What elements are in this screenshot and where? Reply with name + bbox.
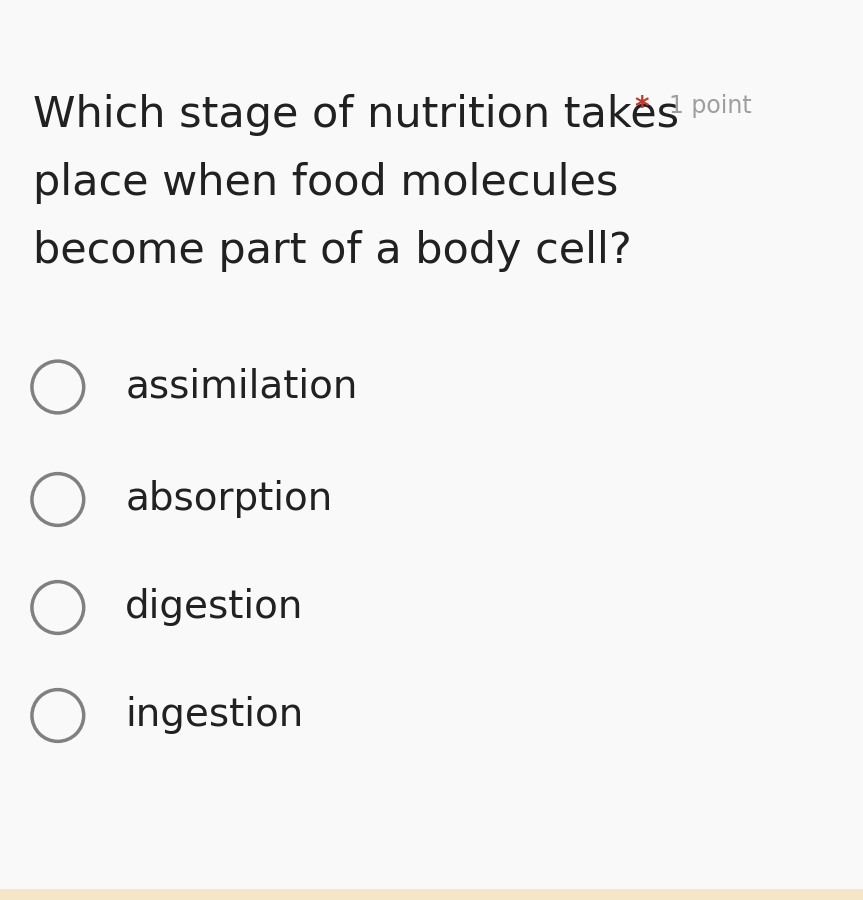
Text: Which stage of nutrition takes: Which stage of nutrition takes (33, 94, 679, 137)
Bar (0, 889, 863, 900)
Text: *: * (634, 94, 649, 122)
Ellipse shape (32, 473, 84, 526)
Ellipse shape (32, 689, 84, 742)
Ellipse shape (32, 361, 84, 413)
Text: ingestion: ingestion (125, 697, 304, 734)
Text: place when food molecules: place when food molecules (33, 162, 618, 204)
Text: digestion: digestion (125, 589, 304, 626)
Text: 1 point: 1 point (669, 94, 752, 119)
Text: assimilation: assimilation (125, 368, 357, 406)
Ellipse shape (32, 581, 84, 634)
Text: become part of a body cell?: become part of a body cell? (33, 230, 632, 272)
Text: absorption: absorption (125, 481, 332, 518)
